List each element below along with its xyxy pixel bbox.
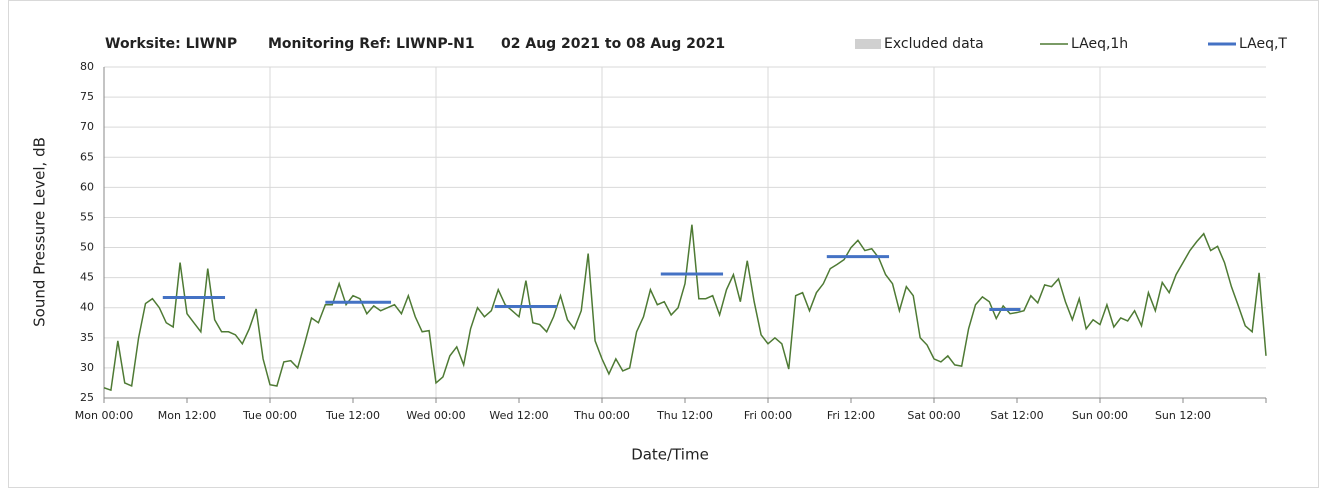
data-line <box>103 224 1267 392</box>
y-tick-label: 60 <box>80 180 94 193</box>
x-tick-label: Sun 00:00 <box>1072 409 1128 422</box>
y-tick-label: 35 <box>80 331 94 344</box>
x-tick-label: Sat 12:00 <box>990 409 1043 422</box>
y-tick-label: 55 <box>80 210 94 223</box>
x-tick-label: Fri 12:00 <box>827 409 875 422</box>
x-axis-label: Date/Time <box>631 446 709 464</box>
legend-swatch <box>855 39 881 49</box>
y-tick-label: 75 <box>80 90 94 103</box>
legend-label: LAeq,T <box>1239 36 1287 52</box>
y-tick-label: 25 <box>80 391 94 404</box>
y-tick-label: 45 <box>80 271 94 284</box>
x-tick-label: Tue 12:00 <box>325 409 380 422</box>
x-tick-label: Tue 00:00 <box>242 409 297 422</box>
legend-label: LAeq,1h <box>1071 36 1128 52</box>
x-tick-label: Sun 12:00 <box>1155 409 1211 422</box>
y-tick-label: 40 <box>80 301 94 314</box>
chart-title: 02 Aug 2021 to 08 Aug 2021 <box>501 36 725 52</box>
y-axis-label: Sound Pressure Level, dB <box>31 137 49 327</box>
legend-label: Excluded data <box>884 36 984 52</box>
y-tick-label: 30 <box>80 361 94 374</box>
x-tick-label: Wed 12:00 <box>489 409 548 422</box>
x-tick-label: Sat 00:00 <box>907 409 960 422</box>
y-tick-label: 80 <box>80 60 94 73</box>
x-tick-label: Mon 00:00 <box>75 409 133 422</box>
x-tick-label: Fri 00:00 <box>744 409 792 422</box>
x-tick-label: Mon 12:00 <box>158 409 216 422</box>
y-tick-label: 50 <box>80 241 94 254</box>
x-tick-label: Thu 12:00 <box>656 409 713 422</box>
x-tick-label: Wed 00:00 <box>406 409 465 422</box>
y-tick-label: 65 <box>80 150 94 163</box>
chart-title: Worksite: LIWNP <box>105 36 237 52</box>
chart-title: Monitoring Ref: LIWNP-N1 <box>268 36 475 52</box>
y-tick-label: 70 <box>80 120 94 133</box>
x-tick-label: Thu 00:00 <box>573 409 630 422</box>
